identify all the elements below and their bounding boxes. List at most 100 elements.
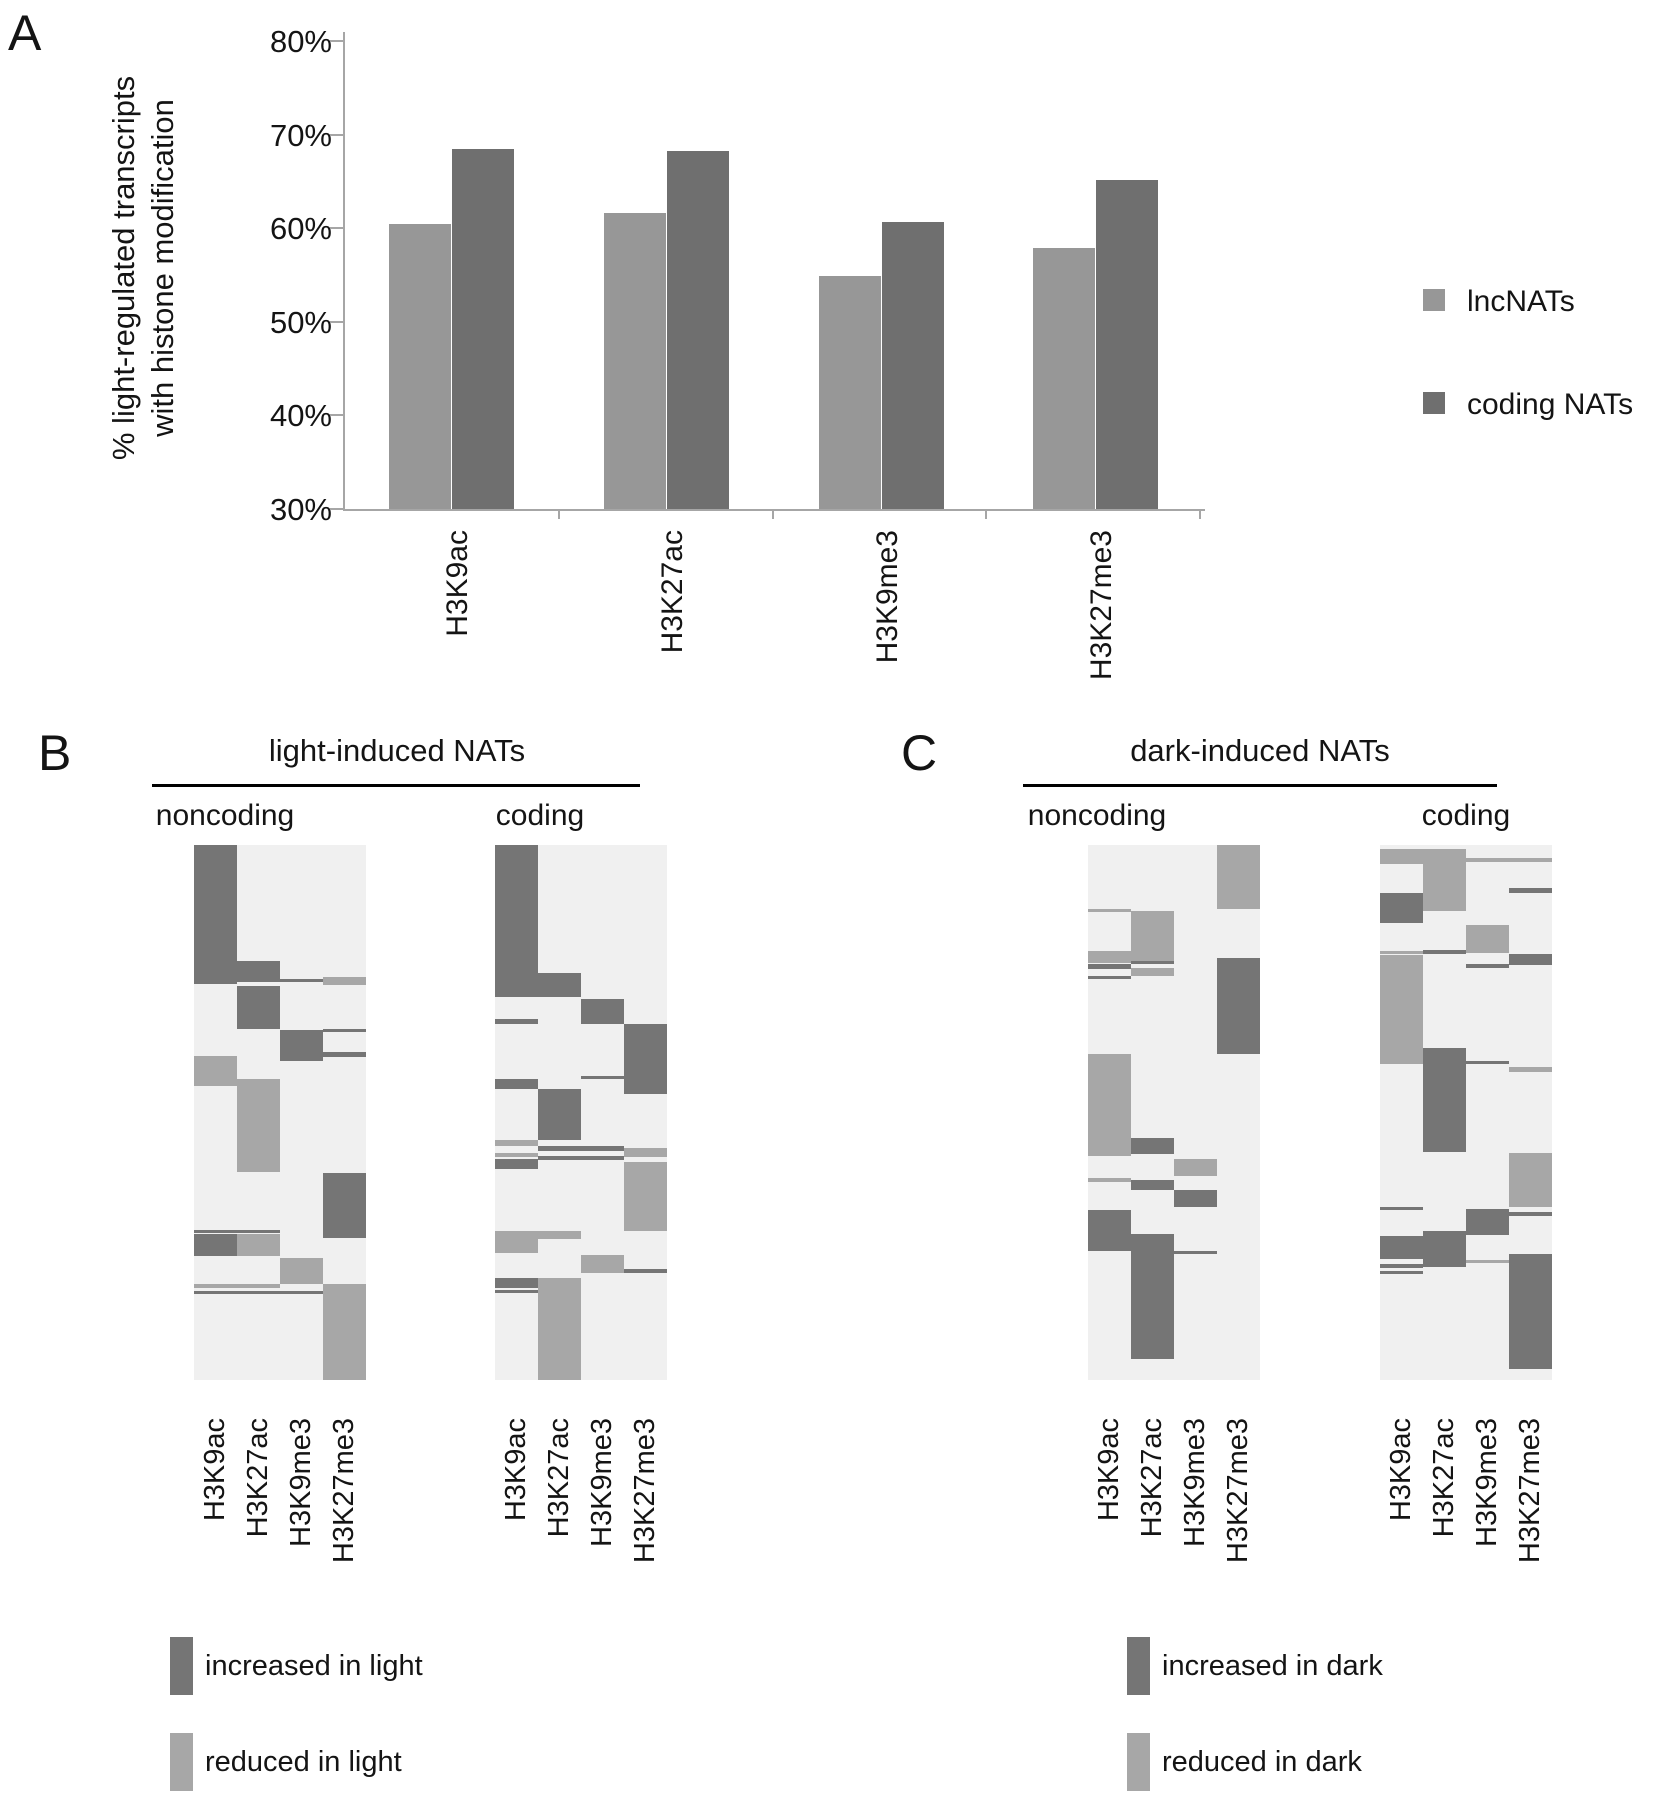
heat-block-increased: [1131, 1234, 1174, 1359]
panel-b-noncoding-label: noncoding: [155, 799, 295, 832]
heat-block-increased: [624, 1024, 667, 1094]
y-tick-mark-30: [330, 508, 344, 510]
heatmap-column-label-H3K9ac: H3K9ac: [500, 1418, 532, 1522]
bar-H3K9me3-coding-nats: [881, 221, 944, 509]
heat-block-reduced: [1466, 925, 1509, 954]
heat-block-increased: [495, 1278, 538, 1288]
heat-block-reduced: [194, 1284, 237, 1288]
heatmap-column-label-H3K27ac: H3K27ac: [543, 1418, 575, 1538]
heat-block-increased: [538, 1155, 581, 1161]
heat-block-increased: [581, 998, 624, 1025]
heat-block-increased: [1088, 976, 1131, 980]
panel-a-y-axis-label: % light-regulated transcripts with histo…: [104, 76, 182, 460]
heat-block-increased: [495, 1159, 538, 1169]
heatmap-column-label-H3K27ac: H3K27ac: [242, 1418, 274, 1538]
heat-block-increased: [194, 845, 237, 985]
heatmap-column-label-H3K27me3: H3K27me3: [1514, 1418, 1546, 1564]
heat-block-increased: [1217, 957, 1260, 1055]
heat-block-reduced: [1088, 1178, 1131, 1182]
legend-label-increased-in-dark: increased in dark: [1162, 1650, 1383, 1682]
heat-block-reduced: [495, 1153, 538, 1158]
heat-block-increased: [237, 1291, 280, 1294]
y-tick-mark-70: [330, 133, 344, 136]
heat-block-increased: [1131, 1180, 1174, 1191]
heat-block-increased: [1088, 963, 1131, 970]
heat-block-reduced: [1423, 849, 1466, 912]
y-axis-label-line1: % light-regulated transcripts: [106, 75, 141, 461]
heatmap-column-label-H3K9me3: H3K9me3: [285, 1418, 317, 1547]
heat-block-increased: [280, 979, 323, 983]
heat-block-reduced: [624, 1147, 667, 1157]
heatmap-light-induced-noncoding: [194, 845, 366, 1380]
panel-b-title-underline: [152, 784, 640, 787]
legend-label-reduced-in-dark: reduced in dark: [1162, 1746, 1362, 1778]
panel-b-letter: B: [38, 725, 72, 781]
panel-b-title: light-induced NATs: [268, 733, 526, 768]
legend-label-coding-nats: coding NATs: [1467, 388, 1634, 421]
heat-block-reduced: [1509, 1067, 1552, 1073]
heat-block-reduced: [1509, 858, 1552, 862]
panel-c-coding-label: coding: [1421, 799, 1511, 832]
heat-block-increased: [538, 972, 581, 998]
heat-block-increased: [1131, 1137, 1174, 1155]
bar-H3K27me3-coding-nats: [1095, 179, 1158, 509]
bar-H3K9ac-lncnats: [389, 224, 451, 509]
heat-block-reduced: [1131, 968, 1174, 976]
panel-c-noncoding-label: noncoding: [1027, 799, 1167, 832]
heatmap-column-label-H3K9ac: H3K9ac: [199, 1418, 231, 1522]
panel-a-x-axis: [343, 509, 1205, 511]
heat-block-reduced: [237, 1284, 280, 1288]
heat-block-increased: [237, 979, 280, 983]
x-tick-mark-4: [1199, 510, 1201, 519]
legend-label-reduced-in-light: reduced in light: [205, 1746, 402, 1778]
legend-label-increased-in-light: increased in light: [205, 1650, 423, 1682]
heat-block-increased: [1466, 963, 1509, 969]
heat-block-increased: [495, 1290, 538, 1293]
x-axis-label-H3K9me3: H3K9me3: [871, 530, 904, 664]
heat-block-increased: [495, 1079, 538, 1090]
y-tick-mark-80: [330, 40, 344, 42]
heat-block-increased: [280, 1030, 323, 1062]
heat-block-increased: [1174, 1250, 1217, 1254]
y-tick-label-60: 60%: [269, 211, 332, 247]
heat-block-increased: [581, 1155, 624, 1161]
panel-a-y-axis: [343, 32, 345, 510]
heat-block-reduced: [194, 1056, 237, 1087]
heatmap-column-label-H3K27me3: H3K27me3: [328, 1418, 360, 1564]
heat-block-increased: [1423, 949, 1466, 955]
bar-H3K9me3-lncnats: [819, 275, 881, 509]
legend-swatch-increased-in-dark: [1127, 1637, 1150, 1695]
heat-block-increased: [237, 960, 280, 980]
y-axis-label-line2: with histone modification: [145, 99, 180, 437]
y-tick-mark-60: [330, 227, 344, 230]
heatmap-column-label-H3K9ac: H3K9ac: [1385, 1418, 1417, 1522]
legend-swatch-reduced-in-light: [170, 1733, 193, 1791]
y-tick-mark-40: [330, 414, 344, 417]
heat-block-increased: [323, 1051, 366, 1057]
x-axis-label-H3K27me3: H3K27me3: [1085, 530, 1118, 681]
heat-block-increased: [1380, 1264, 1423, 1268]
heat-block-reduced: [495, 1231, 538, 1253]
legend-swatch-coding-nats: [1423, 392, 1445, 414]
y-tick-mark-50: [330, 320, 344, 323]
heat-block-increased: [1380, 893, 1423, 924]
legend-swatch-increased-in-light: [170, 1637, 193, 1695]
heatmap-column-label-H3K9me3: H3K9me3: [586, 1418, 618, 1547]
heat-block-reduced: [237, 1079, 280, 1172]
heat-block-increased: [624, 1269, 667, 1273]
x-tick-mark-1: [557, 510, 560, 519]
panel-c-title: dark-induced NATs: [1130, 733, 1390, 768]
legend-swatch-reduced-in-dark: [1127, 1733, 1150, 1791]
panel-c-letter: C: [901, 725, 938, 781]
panel-b-coding-label: coding: [495, 799, 585, 832]
heat-block-increased: [1509, 1212, 1552, 1217]
legend-label-lncnats: lncNATs: [1467, 285, 1575, 318]
heat-block-increased: [1088, 1210, 1131, 1251]
heat-block-increased: [581, 1145, 624, 1151]
heatmap-column-label-H3K9me3: H3K9me3: [1179, 1418, 1211, 1547]
heat-block-increased: [1380, 1270, 1423, 1275]
heat-block-increased: [1423, 1231, 1466, 1268]
heat-block-increased: [538, 1145, 581, 1151]
heat-block-increased: [1466, 1208, 1509, 1235]
heat-block-reduced: [323, 1284, 366, 1380]
